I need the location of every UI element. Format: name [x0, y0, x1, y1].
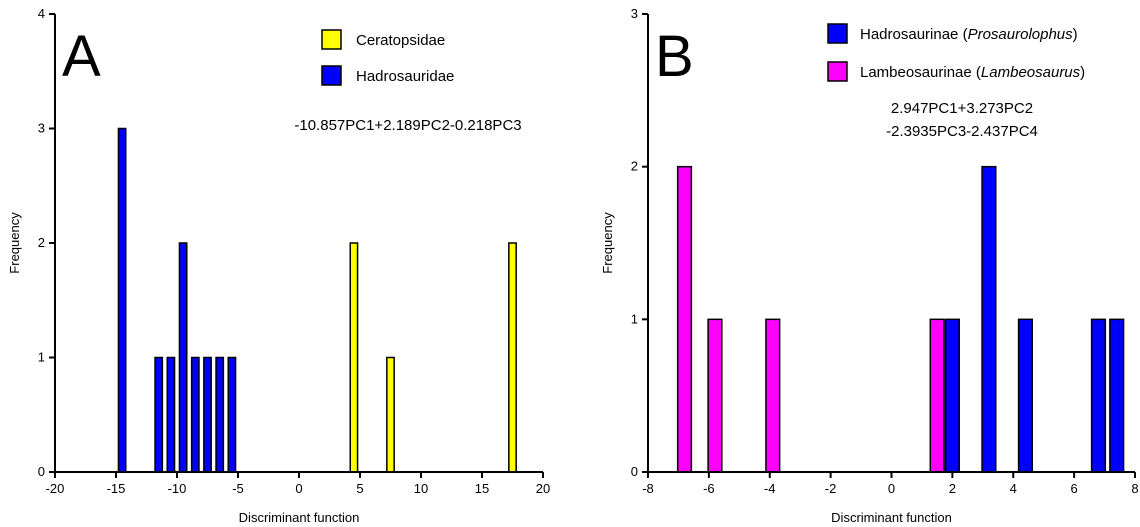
x-tick-label: 4 — [1010, 481, 1017, 496]
x-tick-label: 15 — [475, 481, 489, 496]
y-tick-label: 0 — [631, 464, 638, 479]
bar-b-s1-1 — [707, 318, 723, 473]
discriminant-formula: 2.947PC1+3.273PC2 — [891, 100, 1033, 117]
chart-panel-b: 0 1 2 3 -8 -6 -4 -2 0 2 4 6 8 Discriminant function Fr… — [600, 6, 1139, 525]
y-tick-label: 0 — [38, 464, 45, 479]
legend: Hadrosaurinae (Prosaurolophus) Lambeosaur… — [827, 23, 1085, 82]
legend-entry-genus: Prosaurolophus — [968, 26, 1074, 43]
bar-a-s0-1 — [386, 356, 395, 473]
panel-label: A — [62, 24, 101, 89]
bar-a-s0-0 — [349, 242, 359, 473]
y-tick-label: 2 — [38, 235, 45, 250]
x-tick-label: 20 — [536, 481, 550, 496]
bar-b-s0-2 — [1017, 318, 1034, 473]
bar-b-s1-3 — [929, 318, 945, 473]
bar-b-s0-3 — [1090, 318, 1107, 473]
bar-a-s1-2 — [166, 356, 176, 473]
x-axis-title: Discriminant function — [239, 510, 360, 525]
legend-swatch — [827, 61, 848, 82]
y-tick-label: 1 — [38, 350, 45, 365]
x-tick-label: -15 — [107, 481, 126, 496]
bar-a-s1-6 — [215, 356, 225, 473]
bar-a-s1-1 — [154, 356, 164, 473]
bar-b-s0-0 — [944, 318, 960, 473]
bar-b-s1-0 — [676, 165, 693, 473]
bar-b-s1-2 — [765, 318, 781, 473]
x-tick-label: -6 — [703, 481, 715, 496]
y-axis-title: Frequency — [7, 212, 22, 274]
y-tick-label: 1 — [631, 311, 638, 326]
legend-entry: Hadrosaurinae (Prosaurolophus) — [860, 26, 1078, 43]
y-axis-title: Frequency — [600, 212, 615, 274]
legend-entry-name: Hadrosaurinae — [860, 26, 958, 43]
x-tick-label: 0 — [888, 481, 895, 496]
x-tick-label: 0 — [295, 481, 302, 496]
panel-label: B — [655, 24, 694, 89]
legend-swatch — [827, 23, 848, 44]
y-tick-label: 3 — [631, 6, 638, 21]
bar-a-s1-0 — [117, 127, 127, 473]
bar-a-s1-5 — [203, 356, 212, 473]
legend-entry: Hadrosauridae — [356, 68, 454, 85]
chart-panel-a: 0 1 2 3 4 -20 -15 -10 -5 0 5 10 15 20 Discriminant fun… — [7, 6, 550, 525]
x-tick-label: 2 — [949, 481, 956, 496]
x-tick-label: -2 — [825, 481, 837, 496]
x-tick-label: -5 — [232, 481, 244, 496]
x-tick-label: 5 — [356, 481, 363, 496]
discriminant-formula: -10.857PC1+2.189PC2-0.218PC3 — [294, 117, 521, 134]
x-tick-label: -20 — [46, 481, 65, 496]
bar-a-s1-7 — [227, 356, 237, 473]
bar-a-s0-2 — [508, 242, 517, 473]
x-tick-label: -10 — [168, 481, 187, 496]
legend-entry: Lambeosaurinae (Lambeosaurus) — [860, 64, 1085, 81]
y-tick-label: 3 — [38, 121, 45, 136]
y-tick-label: 2 — [631, 159, 638, 174]
legend-entry-name: Lambeosaurinae — [860, 64, 972, 81]
x-tick-label: -8 — [642, 481, 654, 496]
bar-a-s1-3 — [178, 242, 188, 473]
legend-swatch — [321, 29, 342, 50]
bar-a-s1-4 — [190, 356, 200, 473]
x-tick-label: 8 — [1131, 481, 1138, 496]
discriminant-formula: -2.3935PC3-2.437PC4 — [886, 123, 1038, 140]
x-tick-label: -4 — [764, 481, 776, 496]
legend-entry-genus: Lambeosaurus — [981, 64, 1081, 81]
legend-entry: Ceratopsidae — [356, 32, 445, 49]
legend-entry-name: Hadrosauridae — [356, 68, 454, 85]
legend: Ceratopsidae Hadrosauridae — [321, 29, 454, 86]
x-tick-label: 10 — [414, 481, 428, 496]
y-tick-label: 4 — [38, 6, 45, 21]
legend-swatch — [321, 65, 342, 86]
bar-b-s0-1 — [981, 165, 997, 473]
bar-b-s0-4 — [1109, 318, 1125, 473]
legend-entry-name: Ceratopsidae — [356, 32, 445, 49]
x-tick-label: 6 — [1071, 481, 1078, 496]
x-axis-title: Discriminant function — [831, 510, 952, 525]
